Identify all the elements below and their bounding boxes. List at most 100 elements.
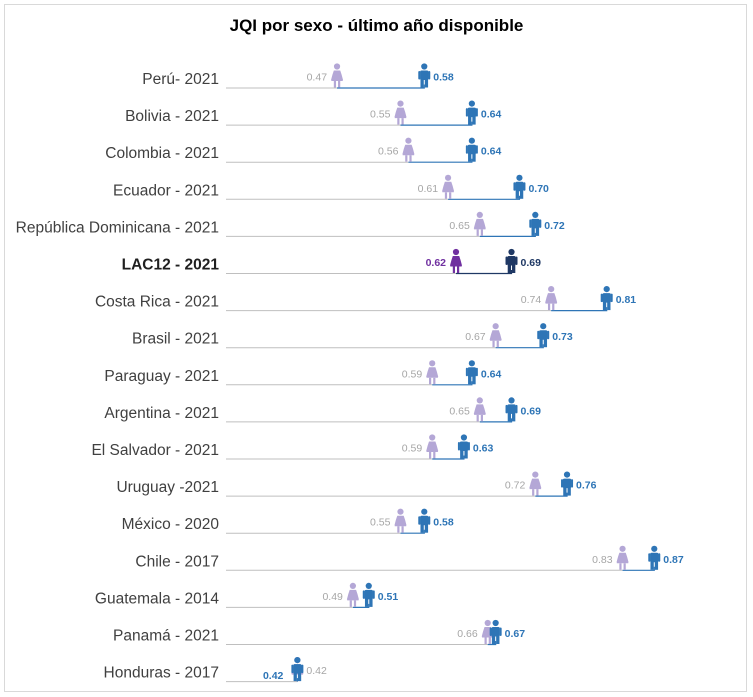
gap-segment <box>400 121 473 126</box>
gap-segment <box>400 529 425 534</box>
male-value-label: 0.87 <box>663 554 684 566</box>
male-value-label: 0.58 <box>433 517 454 529</box>
chart-title: JQI por sexo - último año disponible <box>229 16 524 35</box>
man-icon <box>362 582 375 607</box>
female-value-label: 0.65 <box>449 220 470 232</box>
male-value-label: 0.64 <box>481 368 502 380</box>
woman-icon <box>331 63 344 88</box>
man-icon <box>513 174 526 199</box>
woman-icon <box>529 471 542 496</box>
gap-segment <box>432 455 465 460</box>
female-value-label: 0.74 <box>521 294 542 306</box>
category-label: Chile - 2017 <box>135 553 219 570</box>
male-value-label: 0.64 <box>481 109 502 121</box>
female-value-label: 0.55 <box>370 517 391 529</box>
woman-icon <box>489 323 502 348</box>
category-label: Panamá - 2021 <box>113 628 219 645</box>
female-value-label: 0.62 <box>426 257 447 269</box>
male-value-label: 0.67 <box>505 628 526 640</box>
male-value-label: 0.73 <box>552 331 573 343</box>
woman-icon <box>426 434 439 459</box>
category-label: Ecuador - 2021 <box>113 182 219 199</box>
woman-icon <box>346 582 359 607</box>
man-icon <box>418 508 431 533</box>
gap-segment <box>479 232 536 237</box>
woman-icon <box>442 174 455 199</box>
category-label: República Dominicana - 2021 <box>16 219 219 236</box>
woman-icon <box>450 248 462 273</box>
woman-icon <box>394 100 407 125</box>
female-value-label: 0.49 <box>322 591 343 603</box>
gap-segment <box>352 603 370 608</box>
male-value-label: 0.64 <box>481 146 502 158</box>
man-icon <box>648 545 661 570</box>
gap-segment <box>535 492 568 497</box>
gap-segment <box>487 641 497 646</box>
gap-segment <box>337 84 425 89</box>
female-value-label: 0.56 <box>378 146 399 158</box>
man-icon <box>465 360 478 385</box>
male-value-label: 0.69 <box>521 257 542 269</box>
female-value-label: 0.65 <box>449 405 470 417</box>
man-icon <box>529 211 542 236</box>
female-value-label: 0.47 <box>307 72 328 84</box>
female-value-label: 0.59 <box>402 443 423 455</box>
woman-icon <box>616 545 629 570</box>
category-label: Costa Rica - 2021 <box>95 294 219 311</box>
male-value-label: 0.69 <box>521 405 542 417</box>
woman-icon <box>402 137 415 162</box>
female-value-label: 0.55 <box>370 109 391 121</box>
man-icon <box>489 619 502 644</box>
female-value-label: 0.59 <box>402 368 423 380</box>
woman-icon <box>545 286 558 311</box>
chart-frame <box>4 4 747 692</box>
category-label: México - 2020 <box>122 516 220 533</box>
category-label: Perú- 2021 <box>142 71 219 88</box>
female-value-label: 0.61 <box>418 183 439 195</box>
category-label: Brasil - 2021 <box>132 331 219 348</box>
male-value-label: 0.42 <box>263 670 284 682</box>
man-icon <box>465 137 478 162</box>
gap-segment <box>408 158 473 163</box>
gap-segment <box>456 270 513 275</box>
category-label: Paraguay - 2021 <box>104 368 219 385</box>
category-label: Argentina - 2021 <box>104 405 219 422</box>
female-value-label: 0.83 <box>592 554 613 566</box>
man-icon <box>505 397 518 422</box>
gap-segment <box>551 307 608 312</box>
woman-icon <box>473 211 486 236</box>
female-value-label: 0.66 <box>457 628 478 640</box>
woman-icon <box>473 397 486 422</box>
gap-segment <box>448 195 521 200</box>
man-icon <box>537 323 550 348</box>
man-icon <box>418 63 431 88</box>
male-value-label: 0.76 <box>576 480 597 492</box>
woman-icon <box>394 508 407 533</box>
male-value-label: 0.81 <box>616 294 637 306</box>
male-value-label: 0.58 <box>433 72 454 84</box>
female-value-label: 0.67 <box>465 331 486 343</box>
female-value-label: 0.42 <box>306 665 327 677</box>
male-value-label: 0.72 <box>544 220 565 232</box>
man-icon <box>600 286 613 311</box>
gap-segment <box>432 381 473 386</box>
category-label: Honduras - 2017 <box>104 665 219 682</box>
male-value-label: 0.51 <box>378 591 399 603</box>
gap-segment <box>495 344 544 349</box>
gap-segment <box>622 566 655 571</box>
man-icon <box>505 248 518 273</box>
category-label: Bolivia - 2021 <box>125 108 219 125</box>
man-icon <box>561 471 574 496</box>
category-label: Colombia - 2021 <box>105 145 219 162</box>
female-value-label: 0.72 <box>505 480 526 492</box>
category-label: El Salvador - 2021 <box>91 442 219 459</box>
category-label: Uruguay -2021 <box>116 479 219 496</box>
gap-segment <box>479 418 513 423</box>
woman-icon <box>426 360 439 385</box>
male-value-label: 0.63 <box>473 443 494 455</box>
male-value-label: 0.70 <box>528 183 549 195</box>
man-icon <box>291 657 304 682</box>
man-icon <box>457 434 470 459</box>
category-label: Guatemala - 2014 <box>95 590 219 607</box>
